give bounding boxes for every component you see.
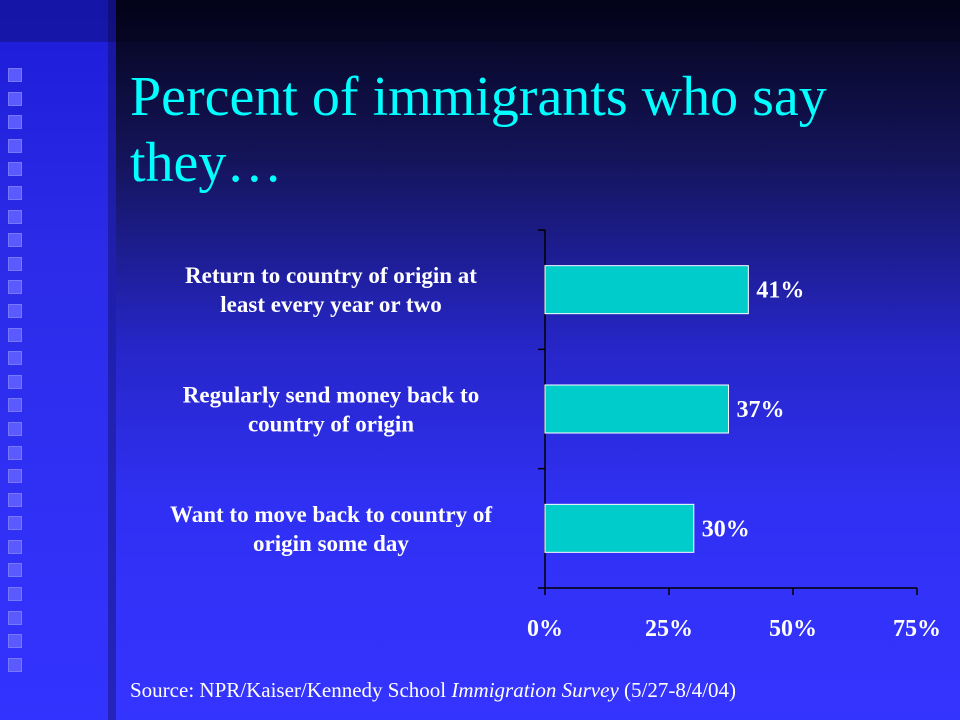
decorative-square bbox=[8, 115, 22, 130]
decorative-square bbox=[8, 138, 22, 153]
left-band-edge bbox=[108, 0, 116, 720]
source-survey-name: Immigration Survey bbox=[451, 678, 619, 702]
decorative-square bbox=[8, 563, 22, 578]
decorative-square bbox=[8, 303, 22, 318]
decorative-square bbox=[8, 327, 22, 342]
decorative-square bbox=[8, 185, 22, 200]
bar bbox=[544, 503, 695, 553]
top-dark-band bbox=[0, 0, 960, 42]
decorative-square bbox=[8, 469, 22, 484]
decorative-square bbox=[8, 68, 22, 82]
x-tick-label: 75% bbox=[893, 616, 941, 642]
decorative-square bbox=[8, 516, 22, 531]
bar-value-label: 37% bbox=[737, 397, 785, 423]
decorative-square bbox=[8, 634, 22, 649]
decorative-square bbox=[8, 610, 22, 625]
source-prefix: Source: NPR/Kaiser/Kennedy School bbox=[130, 678, 452, 702]
x-tick-label: 50% bbox=[769, 616, 817, 642]
bar bbox=[544, 384, 730, 434]
decorative-square bbox=[8, 657, 22, 672]
category-label: origin some day bbox=[253, 531, 409, 556]
category-label: country of origin bbox=[248, 412, 414, 437]
bar-value-label: 30% bbox=[702, 516, 750, 542]
category-label: least every year or two bbox=[220, 292, 441, 317]
decorative-square bbox=[8, 398, 22, 413]
decorative-squares bbox=[8, 68, 24, 681]
slide-title: Percent of immigrants who say they… bbox=[130, 66, 827, 194]
decorative-square bbox=[8, 445, 22, 460]
category-label: Return to country of origin at bbox=[185, 263, 477, 288]
decorative-square bbox=[8, 539, 22, 554]
decorative-square bbox=[8, 587, 22, 602]
bar bbox=[544, 265, 749, 315]
decorative-square bbox=[8, 280, 22, 295]
decorative-square bbox=[8, 91, 22, 106]
category-label: Want to move back to country of bbox=[170, 502, 492, 527]
category-label: Regularly send money back to bbox=[183, 383, 479, 408]
decorative-square bbox=[8, 374, 22, 389]
source-note: Source: NPR/Kaiser/Kennedy School Immigr… bbox=[130, 678, 736, 703]
decorative-square bbox=[8, 351, 22, 366]
decorative-square bbox=[8, 421, 22, 436]
x-tick-label: 25% bbox=[645, 616, 693, 642]
decorative-square bbox=[8, 233, 22, 248]
decorative-square bbox=[8, 162, 22, 177]
decorative-square bbox=[8, 492, 22, 507]
decorative-square bbox=[8, 209, 22, 224]
source-suffix: (5/27-8/4/04) bbox=[618, 678, 736, 702]
decorative-square bbox=[8, 256, 22, 271]
x-tick-label: 0% bbox=[527, 616, 563, 642]
bar-value-label: 41% bbox=[756, 278, 804, 304]
